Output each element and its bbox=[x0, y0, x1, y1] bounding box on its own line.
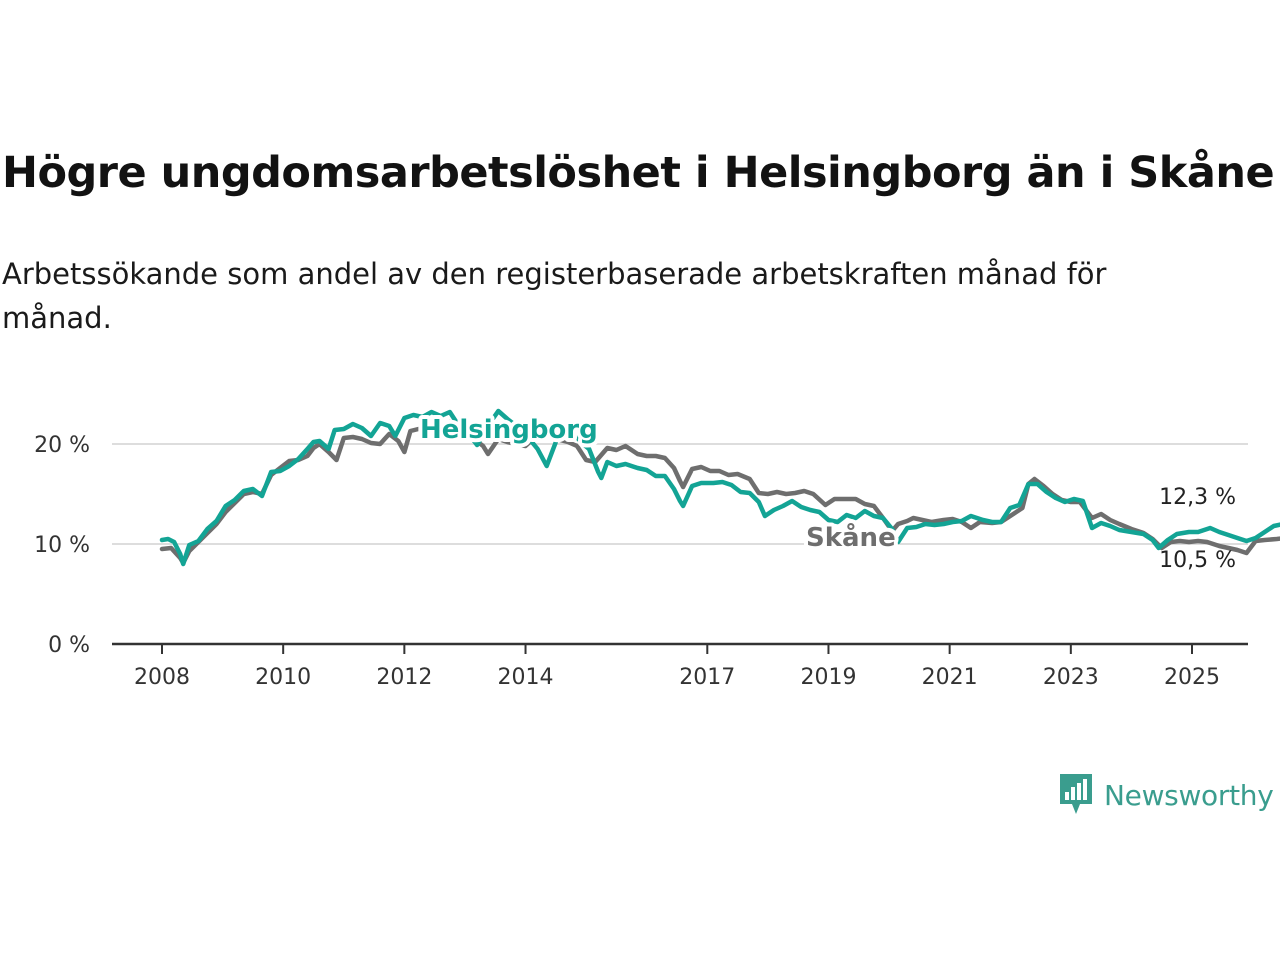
end-value-label: 10,5 % bbox=[1159, 548, 1236, 573]
line-chart: 0 % 10 % 20 % 2008 2010 2012 2014 2017 2019 2021… bbox=[34, 408, 1280, 690]
series-line-skne bbox=[159, 419, 1280, 566]
newsworthy-logo: Newsworthy bbox=[1058, 772, 1274, 818]
x-tick-label: 2025 bbox=[1164, 665, 1220, 690]
series-name-label: Helsingborg bbox=[420, 415, 598, 445]
series-line-helsingborg bbox=[159, 408, 1280, 567]
x-tick-label: 2008 bbox=[134, 665, 190, 690]
x-tick-label: 2014 bbox=[498, 665, 554, 690]
series-name-label: Skåne bbox=[806, 521, 896, 553]
x-tick-label: 2021 bbox=[922, 665, 978, 690]
x-tick-label: 2023 bbox=[1043, 665, 1099, 690]
x-axis: 2008 2010 2012 2014 2017 2019 2021 2023 2025 bbox=[112, 642, 1248, 690]
chart-subtitle: Arbetssökande som andel av den registerb… bbox=[2, 257, 1107, 335]
newsworthy-chart-bubble-icon bbox=[1060, 774, 1092, 814]
x-tick-label: 2010 bbox=[255, 665, 311, 690]
y-tick-label: 0 % bbox=[48, 633, 90, 658]
x-tick-label: 2019 bbox=[800, 665, 856, 690]
series-lines bbox=[159, 408, 1280, 567]
series-labels: Helsingborg Skåne 12,3 % 10,5 % bbox=[416, 411, 1236, 573]
x-tick-label: 2012 bbox=[376, 665, 432, 690]
chart-title: Högre ungdomsarbetslöshet i Helsingborg … bbox=[2, 148, 1275, 198]
y-tick-label: 10 % bbox=[34, 533, 90, 558]
end-value-label: 12,3 % bbox=[1159, 485, 1236, 510]
x-tick-label: 2017 bbox=[679, 665, 735, 690]
y-tick-label: 20 % bbox=[34, 433, 90, 458]
logo-text: Newsworthy bbox=[1104, 778, 1274, 812]
y-axis-ticks: 0 % 10 % 20 % bbox=[34, 433, 90, 658]
gridlines bbox=[112, 443, 1248, 545]
